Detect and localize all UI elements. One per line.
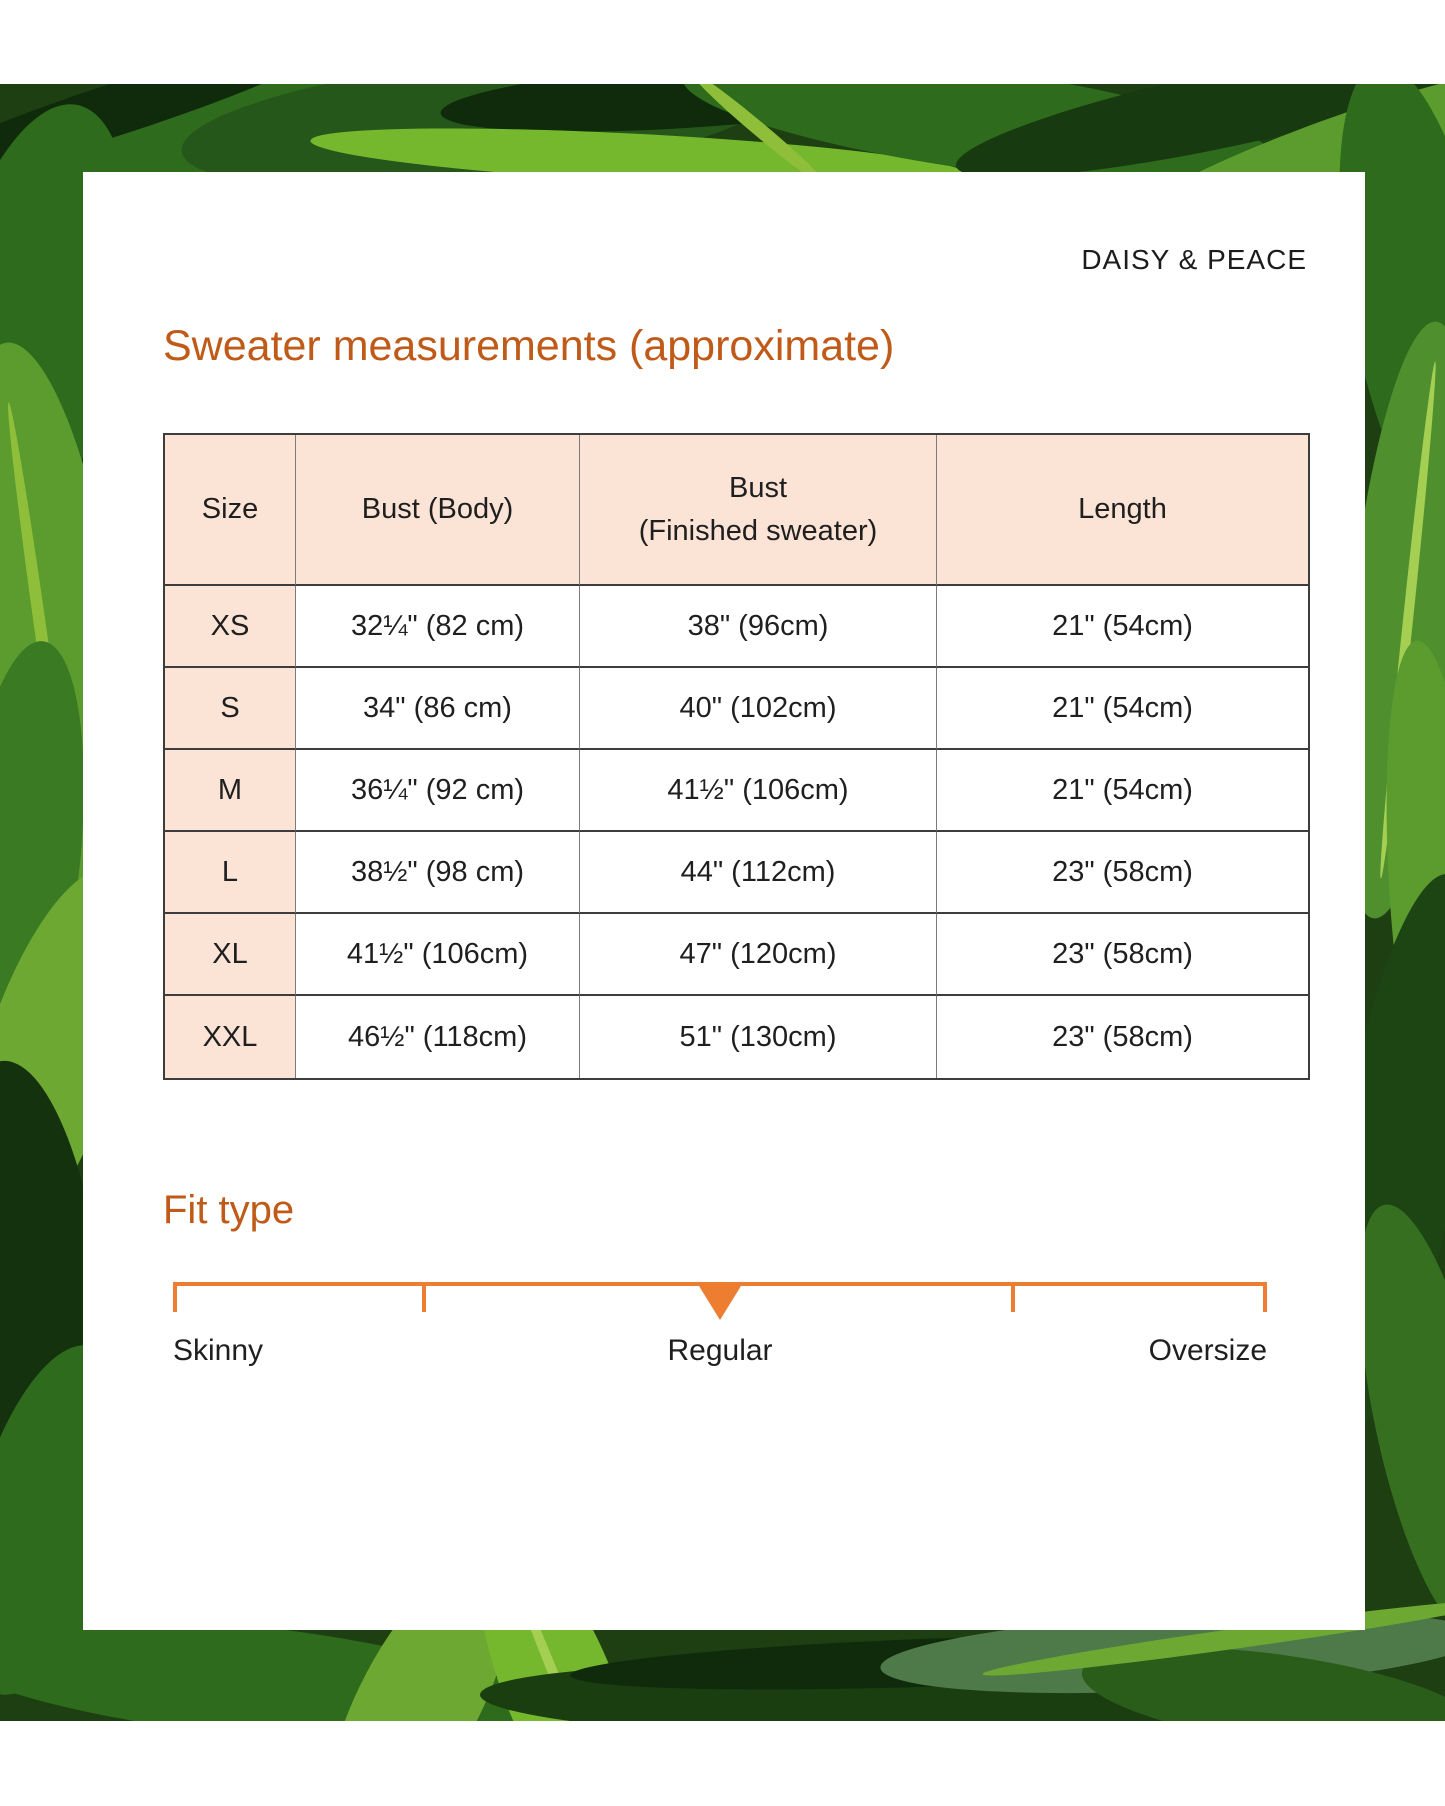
column-header-bust-body: Bust (Body): [296, 435, 580, 586]
size-label: XXL: [165, 996, 296, 1078]
size-table: Size Bust (Body) Bust (Finished sweater)…: [163, 433, 1310, 1080]
size-label: S: [165, 668, 296, 750]
length-value: 23" (58cm): [937, 914, 1308, 996]
size-label: XL: [165, 914, 296, 996]
bust-finished-value: 41½" (106cm): [580, 750, 937, 832]
fit-scale: Skinny Regular Oversize: [173, 1282, 1267, 1412]
brand-name: DAISY & PEACE: [1081, 244, 1307, 275]
bust-finished-value: 40" (102cm): [580, 668, 937, 750]
content-card: DAISY & PEACE Sweater measurements (appr…: [83, 172, 1365, 1630]
fit-scale-tick: [422, 1282, 427, 1312]
column-header-length: Length: [937, 435, 1308, 586]
bust-finished-value: 44" (112cm): [580, 832, 937, 914]
bust-body-value: 34" (86 cm): [296, 668, 580, 750]
bust-body-value: 36¼" (92 cm): [296, 750, 580, 832]
size-label: L: [165, 832, 296, 914]
column-header-size: Size: [165, 435, 296, 586]
column-header-bust-finished-line1: Bust: [728, 472, 788, 505]
fit-scale-labels: Skinny Regular Oversize: [173, 1334, 1267, 1374]
size-label: M: [165, 750, 296, 832]
fit-label-regular: Regular: [667, 1334, 773, 1367]
length-value: 21" (54cm): [937, 586, 1308, 668]
bust-finished-value: 51" (130cm): [580, 996, 937, 1078]
page-title: Sweater measurements (approximate): [163, 322, 895, 370]
length-value: 21" (54cm): [937, 668, 1308, 750]
bust-body-value: 46½" (118cm): [296, 996, 580, 1078]
bust-finished-value: 47" (120cm): [580, 914, 937, 996]
bust-finished-value: 38" (96cm): [580, 586, 937, 668]
bust-body-value: 32¼" (82 cm): [296, 586, 580, 668]
fit-label-oversize: Oversize: [1148, 1334, 1267, 1367]
column-header-bust-finished-line2: (Finished sweater): [638, 514, 878, 547]
fit-scale-line: [173, 1282, 1267, 1286]
fit-type-heading: Fit type: [163, 1188, 295, 1232]
bust-body-value: 38½" (98 cm): [296, 832, 580, 914]
fit-scale-tick: [173, 1282, 177, 1312]
bust-body-value: 41½" (106cm): [296, 914, 580, 996]
length-value: 23" (58cm): [937, 996, 1308, 1078]
fit-scale-tick: [1011, 1282, 1015, 1312]
fit-scale-tick: [1263, 1282, 1267, 1312]
fit-marker-triangle-icon: [699, 1286, 741, 1320]
length-value: 23" (58cm): [937, 832, 1308, 914]
length-value: 21" (54cm): [937, 750, 1308, 832]
column-header-bust-finished: Bust (Finished sweater): [580, 435, 937, 586]
size-label: XS: [165, 586, 296, 668]
fit-label-skinny: Skinny: [173, 1334, 264, 1367]
